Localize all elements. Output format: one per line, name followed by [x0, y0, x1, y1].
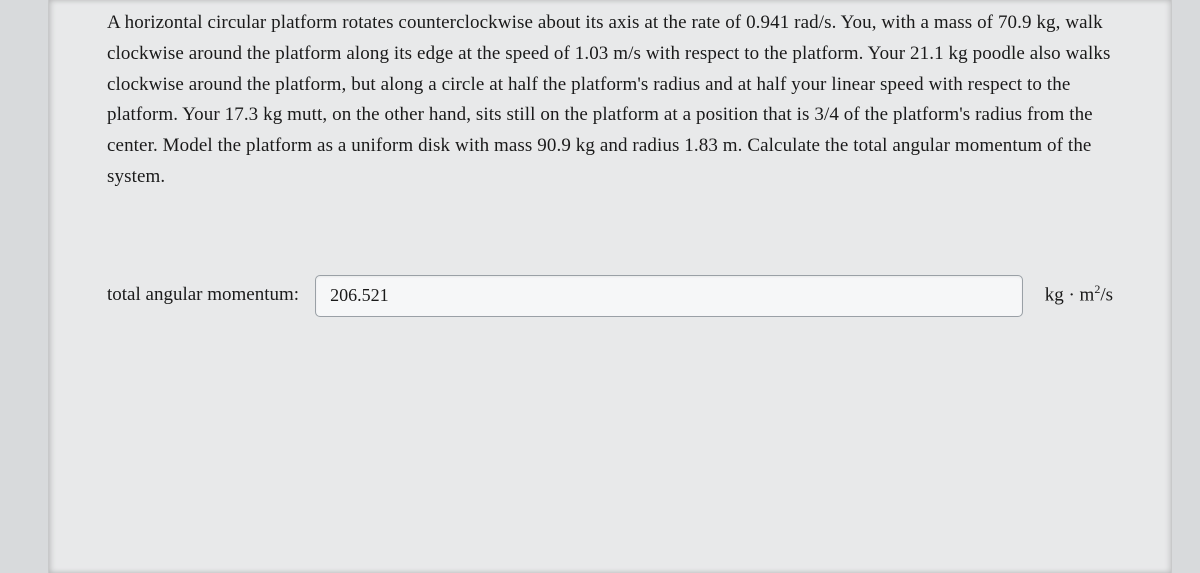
answer-label: total angular momentum: [107, 284, 299, 308]
problem-statement: A horizontal circular platform rotates c… [107, 8, 1113, 193]
answer-row: total angular momentum: kg · m2/s [107, 275, 1113, 317]
unit-prefix: kg · m [1045, 285, 1095, 306]
question-panel: A horizontal circular platform rotates c… [48, 0, 1172, 573]
content-area: A horizontal circular platform rotates c… [49, 0, 1171, 317]
answer-input[interactable] [315, 275, 1023, 317]
answer-unit: kg · m2/s [1039, 282, 1113, 308]
unit-suffix: /s [1100, 285, 1113, 306]
